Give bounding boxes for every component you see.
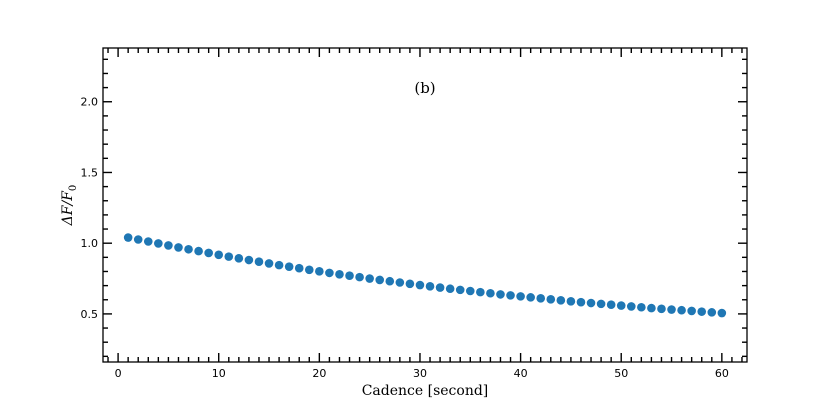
data-point — [224, 252, 234, 261]
data-point — [325, 268, 334, 278]
data-point — [616, 301, 626, 310]
data-point — [315, 267, 324, 276]
data-point — [174, 243, 183, 252]
data-point — [214, 250, 224, 260]
data-point — [355, 272, 364, 282]
data-point — [677, 305, 686, 315]
data-point — [667, 305, 676, 314]
data-point — [184, 244, 193, 254]
data-point — [234, 254, 244, 263]
data-point — [395, 278, 405, 287]
data-point — [657, 304, 666, 314]
y-tick-label: 1.5 — [81, 166, 99, 179]
data-point — [586, 298, 596, 308]
x-tick-label: 50 — [614, 367, 628, 380]
data-point — [576, 297, 586, 307]
data-point — [164, 241, 173, 250]
data-point — [626, 302, 636, 311]
data-point — [566, 297, 576, 306]
data-point — [133, 235, 143, 244]
x-tick-label: 30 — [413, 367, 427, 380]
data-point — [596, 299, 606, 309]
data-point — [264, 259, 274, 268]
data-point — [687, 306, 696, 316]
data-point — [717, 308, 727, 318]
y-axis-label: ΔF/F0 — [60, 185, 79, 227]
data-point — [707, 308, 717, 317]
data-point — [486, 288, 495, 298]
data-point — [405, 279, 415, 289]
data-point — [606, 300, 616, 310]
data-point — [445, 284, 455, 294]
data-point — [284, 262, 294, 271]
data-point — [546, 295, 556, 304]
data-point — [345, 271, 354, 281]
data-point — [506, 291, 515, 300]
data-point — [435, 283, 445, 292]
axis-ticks — [103, 48, 747, 362]
data-point — [526, 293, 535, 302]
y-tick-label: 0.5 — [81, 308, 99, 321]
data-point — [254, 257, 264, 267]
x-axis-label: Cadence [second] — [362, 383, 489, 399]
plot-frame — [102, 47, 748, 363]
data-point — [647, 303, 656, 313]
data-point — [143, 237, 153, 246]
data-point — [385, 276, 395, 286]
data-point — [375, 275, 385, 285]
data-points — [123, 233, 727, 318]
x-tick-label: 60 — [715, 367, 729, 380]
data-point — [637, 302, 646, 312]
data-point — [365, 274, 374, 283]
data-point — [465, 286, 475, 296]
data-point — [194, 246, 203, 256]
x-tick-label: 20 — [312, 367, 326, 380]
y-axis-label-subscript: 0 — [68, 185, 79, 191]
y-tick-label: 2.0 — [81, 96, 99, 109]
data-point — [204, 248, 213, 258]
y-tick-label: 1.0 — [81, 237, 99, 250]
data-point — [244, 255, 254, 265]
panel-label: (b) — [414, 79, 435, 97]
x-tick-label: 0 — [115, 367, 122, 380]
data-point — [304, 265, 314, 275]
data-point — [123, 233, 133, 242]
data-point — [536, 294, 546, 303]
data-point — [697, 307, 707, 316]
y-axis-label-main: ΔF/F — [60, 190, 76, 227]
data-point — [476, 287, 485, 297]
data-point — [335, 270, 344, 279]
x-tick-label: 40 — [514, 367, 528, 380]
data-point — [154, 239, 163, 248]
data-point — [516, 292, 525, 301]
data-point — [455, 285, 465, 295]
data-point — [496, 290, 505, 299]
data-point — [556, 296, 566, 305]
x-tick-label: 10 — [212, 367, 226, 380]
data-point — [294, 263, 304, 273]
tick-labels: 0 10 20 30 40 50 60 0.5 1.0 1.5 2.0 — [81, 96, 729, 380]
data-point — [415, 280, 425, 290]
data-point — [425, 282, 435, 291]
data-point — [274, 260, 284, 270]
